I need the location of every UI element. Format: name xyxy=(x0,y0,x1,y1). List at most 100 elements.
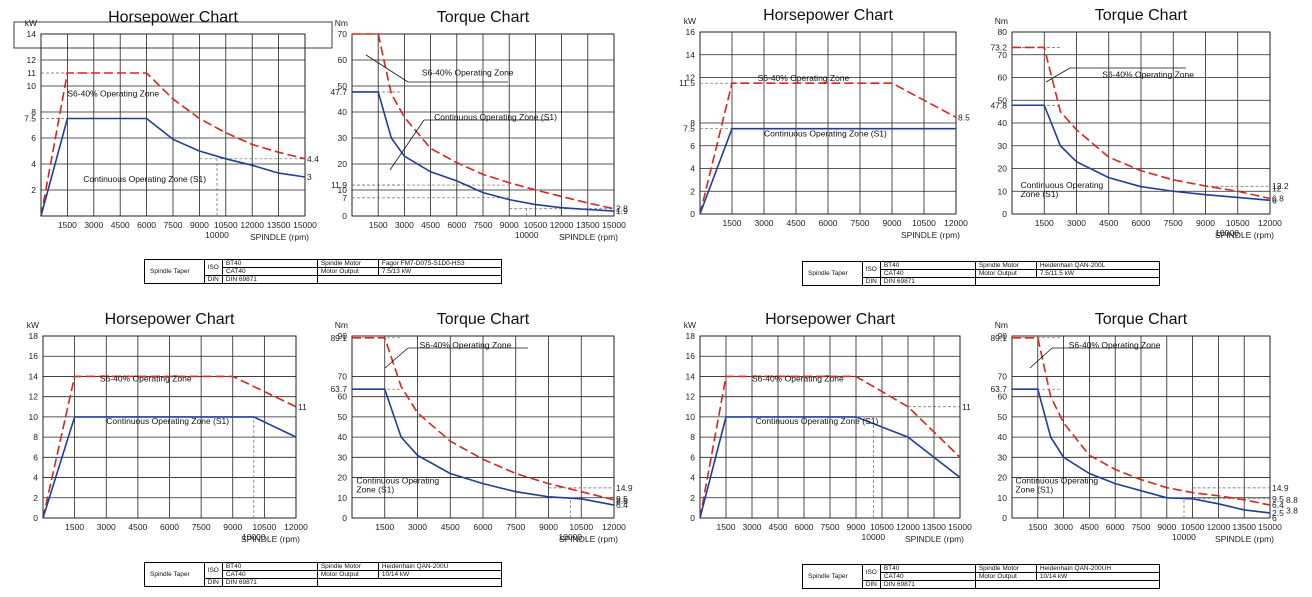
din-value: DIN 69871 xyxy=(879,277,976,286)
motor-output-value: 10/14 kW xyxy=(377,570,502,579)
y-tick-label: 30 xyxy=(998,141,1008,151)
chart-2: Horsepower Chart kW 1500 3000 4500 6000 7500 90… xyxy=(679,7,970,240)
end-value-label: 9.5 xyxy=(1272,494,1284,504)
x-tick-label: 12000 xyxy=(896,522,920,532)
x-axis-title: SPINDLE (rpm) xyxy=(1215,534,1274,544)
iso-label: ISO xyxy=(203,562,223,579)
x-axis-title: SPINDLE (rpm) xyxy=(905,534,964,544)
chart-title: Torque Chart xyxy=(1095,311,1188,328)
blank-cell xyxy=(316,275,379,284)
y-tick-label: 8 xyxy=(33,432,38,442)
x-tick-label: 10500 xyxy=(524,220,548,230)
end-value-label: 8.5 xyxy=(958,112,970,122)
x-tick-label: 9000 xyxy=(539,522,558,532)
y-tick-label: 12 xyxy=(27,55,37,65)
y-tick-label: 16 xyxy=(29,351,39,361)
y-tick-label: 16 xyxy=(686,351,696,361)
spindle-taper-label: Spindle Taper xyxy=(144,259,205,284)
x-tick-label: 13500 xyxy=(267,220,291,230)
y-mark-label: 7 xyxy=(342,193,347,203)
x-axis-title: SPINDLE (rpm) xyxy=(559,534,618,544)
x-tick-label: 12000 xyxy=(944,218,968,228)
spec-table: Spindle Taper ISO BT40 Spindle Motor Fagor F… xyxy=(144,259,502,284)
y-tick-label: 70 xyxy=(998,50,1008,60)
x-tick-label: 1500 xyxy=(375,522,394,532)
blank-cell xyxy=(974,580,1037,589)
x-mark-label: 10000 xyxy=(515,230,539,240)
cat-value: CAT40 xyxy=(879,269,976,278)
x-tick-label: 1500 xyxy=(58,220,77,230)
chart-title: Torque Chart xyxy=(437,311,530,328)
y-tick-label: 14 xyxy=(27,29,37,39)
x-tick-label: 12000 xyxy=(1258,218,1282,228)
x-tick-label: 1500 xyxy=(369,220,388,230)
x-tick-label: 10500 xyxy=(912,218,936,228)
iso-label: ISO xyxy=(861,564,881,581)
iso-label: ISO xyxy=(861,261,881,278)
x-tick-label: 1500 xyxy=(1035,218,1054,228)
s1-series-line xyxy=(40,117,306,217)
s6-series-line xyxy=(1012,46,1271,200)
y-mark-label: 89.1 xyxy=(990,333,1007,343)
end-value-label: 6.4 xyxy=(1272,500,1284,510)
blank-cell xyxy=(378,578,502,587)
end-value-label: 14.9 xyxy=(1272,483,1289,493)
s1-series-line xyxy=(42,416,297,519)
y-tick-label: 14 xyxy=(686,371,696,381)
bt-value: BT40 xyxy=(221,259,318,268)
x-tick-label: 9000 xyxy=(847,522,866,532)
x-tick-label: 15000 xyxy=(602,220,626,230)
zone-annotation: Continuous Operating Zone (S1) xyxy=(434,112,557,122)
x-tick-label: 12000 xyxy=(550,220,574,230)
x-tick-label: 3000 xyxy=(1067,218,1086,228)
chart-title: Horsepower Chart xyxy=(765,311,895,328)
y-mark-label: 11.9 xyxy=(331,180,347,190)
x-mark-label: 10000 xyxy=(862,532,886,542)
spindle-motor-value: Heidenhain QAN-200L xyxy=(1035,261,1160,270)
x-tick-label: 4500 xyxy=(787,218,806,228)
blank-cell xyxy=(1036,580,1160,589)
x-mark-label: 10000 xyxy=(1215,228,1239,238)
x-tick-label: 1500 xyxy=(717,522,736,532)
blank-cell xyxy=(1036,277,1160,286)
y-tick-label: 10 xyxy=(338,493,348,503)
din-label: DIN xyxy=(203,578,223,587)
plot-frame xyxy=(1011,335,1271,519)
end-value-label: 6 xyxy=(1272,513,1277,523)
chart-0: Horsepower Chart kW 1500 3000 4500 6000 7500 90… xyxy=(24,9,319,242)
zone-annotation: S6-40% Operating Zone xyxy=(752,374,844,384)
spindle-taper-label: Spindle Taper xyxy=(802,261,863,286)
zone-annotation: Continuous Operating xyxy=(1021,180,1104,190)
spec-table: Spindle Taper ISO BT40 Spindle Motor Heidenh… xyxy=(144,562,502,587)
x-tick-label: 3000 xyxy=(1054,522,1073,532)
leader-line xyxy=(365,54,409,83)
end-value-label: 11 xyxy=(962,402,971,412)
x-tick-label: 7500 xyxy=(1164,218,1183,228)
iso-label: ISO xyxy=(203,259,223,276)
x-tick-label: 12000 xyxy=(240,220,264,230)
x-tick-label: 15000 xyxy=(948,522,972,532)
zone-annotation: S6-40% Operating Zone xyxy=(758,73,850,83)
leader-line xyxy=(389,119,425,171)
y-tick-label: 14 xyxy=(686,50,696,60)
s6-series-line xyxy=(1012,337,1271,506)
y-tick-label: 40 xyxy=(338,107,348,117)
x-tick-label: 7500 xyxy=(1132,522,1151,532)
x-tick-label: 4500 xyxy=(1080,522,1099,532)
y-tick-label: 90 xyxy=(338,331,348,341)
end-value-label: 8.8 xyxy=(616,496,628,506)
plot-frame xyxy=(42,335,297,519)
zone-annotation: Continuous Operating Zone (S1) xyxy=(106,416,229,426)
zone-annotation: Zone (S1) xyxy=(356,485,394,495)
zone-annotation: Continuous Operating Zone (S1) xyxy=(755,416,878,426)
spindle-taper-label: Spindle Taper xyxy=(144,562,205,587)
s1-series-line xyxy=(352,388,615,506)
x-tick-label: 3000 xyxy=(408,522,427,532)
x-tick-label: 6000 xyxy=(795,522,814,532)
x-tick-label: 6000 xyxy=(474,522,493,532)
y-tick-label: 4 xyxy=(690,164,695,174)
y-mark-label: 63.7 xyxy=(990,384,1007,394)
spindle-motor-label: Spindle Motor xyxy=(974,564,1037,573)
y-tick-label: 0 xyxy=(690,209,695,219)
